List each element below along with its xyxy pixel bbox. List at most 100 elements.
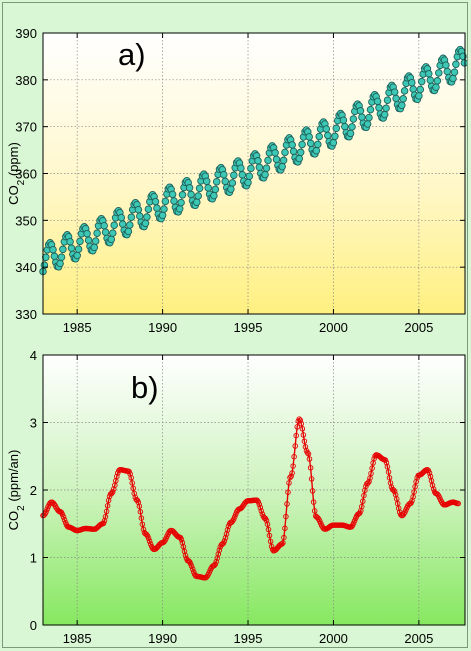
y-tick-label: 340 <box>15 260 37 275</box>
data-point <box>231 514 238 520</box>
data-point <box>301 438 308 444</box>
data-point <box>279 156 288 165</box>
data-point <box>127 213 136 221</box>
data-point <box>126 221 134 229</box>
data-point <box>304 449 311 456</box>
data-point <box>76 237 84 246</box>
data-point <box>194 192 202 200</box>
data-point <box>222 535 229 541</box>
data-point <box>417 77 426 86</box>
data-point <box>324 131 332 140</box>
x-tick-label: 1990 <box>148 631 177 646</box>
data-point <box>221 538 228 544</box>
data-point <box>60 514 67 520</box>
y-tick-label: 390 <box>15 26 37 41</box>
data-point <box>211 185 220 194</box>
data-point <box>61 517 68 523</box>
data-point <box>287 474 293 481</box>
data-point <box>433 77 442 85</box>
data-point <box>141 219 150 228</box>
data-point <box>177 198 185 207</box>
data-point <box>299 426 306 432</box>
data-point <box>306 139 315 148</box>
data-point <box>134 205 143 214</box>
data-point <box>145 535 152 542</box>
data-point <box>193 198 201 206</box>
data-point <box>265 526 272 533</box>
data-point <box>295 154 304 163</box>
y-tick-label: 350 <box>15 213 37 228</box>
y-tick-label: 4 <box>30 348 37 363</box>
data-point <box>314 140 322 149</box>
data-point <box>386 474 393 481</box>
data-point <box>50 252 59 261</box>
data-point <box>216 547 223 553</box>
data-point <box>369 465 375 471</box>
data-point <box>305 133 313 141</box>
data-point <box>247 164 255 173</box>
data-point <box>452 60 460 69</box>
data-point <box>435 69 443 77</box>
data-point <box>306 456 313 462</box>
data-point <box>366 478 372 485</box>
data-point <box>298 420 305 427</box>
y-axis-label: CO2 (ppm/an) <box>6 450 27 531</box>
data-point <box>284 501 290 507</box>
data-point <box>100 221 108 230</box>
data-point <box>385 469 392 475</box>
data-point <box>285 489 291 495</box>
data-point <box>383 96 392 104</box>
data-point <box>212 561 218 568</box>
data-point <box>430 486 437 492</box>
data-point <box>49 245 57 254</box>
data-point <box>399 95 407 103</box>
data-point <box>143 213 151 221</box>
data-point <box>358 113 366 121</box>
data-point <box>283 513 289 520</box>
data-point <box>398 101 406 110</box>
data-point <box>136 503 143 509</box>
data-point <box>254 157 262 165</box>
data-point <box>281 534 287 541</box>
data-point <box>227 185 235 193</box>
data-point <box>298 140 306 149</box>
data-point <box>365 113 373 122</box>
data-point <box>262 164 271 172</box>
data-point <box>443 67 452 76</box>
data-point <box>432 83 440 91</box>
x-tick-label: 2005 <box>404 631 433 646</box>
data-point <box>110 221 118 229</box>
chart-panel-b: 1985 1990 1995 2000 2005 0 1 2 3 4 CO2 (ppm/an) b) <box>6 348 466 646</box>
data-point <box>182 552 189 559</box>
data-point <box>288 473 294 480</box>
data-point <box>238 171 247 179</box>
data-point <box>392 94 400 103</box>
data-point <box>74 245 83 253</box>
data-point <box>57 253 66 261</box>
data-point <box>409 498 415 504</box>
data-point <box>375 104 383 112</box>
data-point <box>110 486 117 492</box>
data-point <box>266 532 273 539</box>
data-point <box>117 213 126 222</box>
x-tick-label: 2005 <box>404 320 433 335</box>
data-point <box>108 490 115 497</box>
data-point <box>315 132 323 141</box>
data-point <box>296 416 303 422</box>
data-point <box>59 511 66 518</box>
y-tick-label: 360 <box>15 167 37 182</box>
data-point <box>230 171 238 179</box>
y-tick-label: 370 <box>15 120 37 135</box>
data-point <box>168 190 177 199</box>
data-point <box>91 237 100 245</box>
data-point <box>416 85 425 94</box>
data-point <box>272 155 281 164</box>
data-point <box>359 503 365 510</box>
y-tick-label: 1 <box>30 551 37 566</box>
data-point <box>158 211 167 220</box>
data-point <box>311 508 318 514</box>
plot-area: 1985 1990 1995 2000 200533034035036037038039… <box>6 26 467 646</box>
data-point <box>267 538 274 545</box>
data-point <box>455 500 461 507</box>
chart-panel-a: 1985 1990 1995 2000 2005 330 340 350 360 370 380 39… <box>6 26 467 335</box>
